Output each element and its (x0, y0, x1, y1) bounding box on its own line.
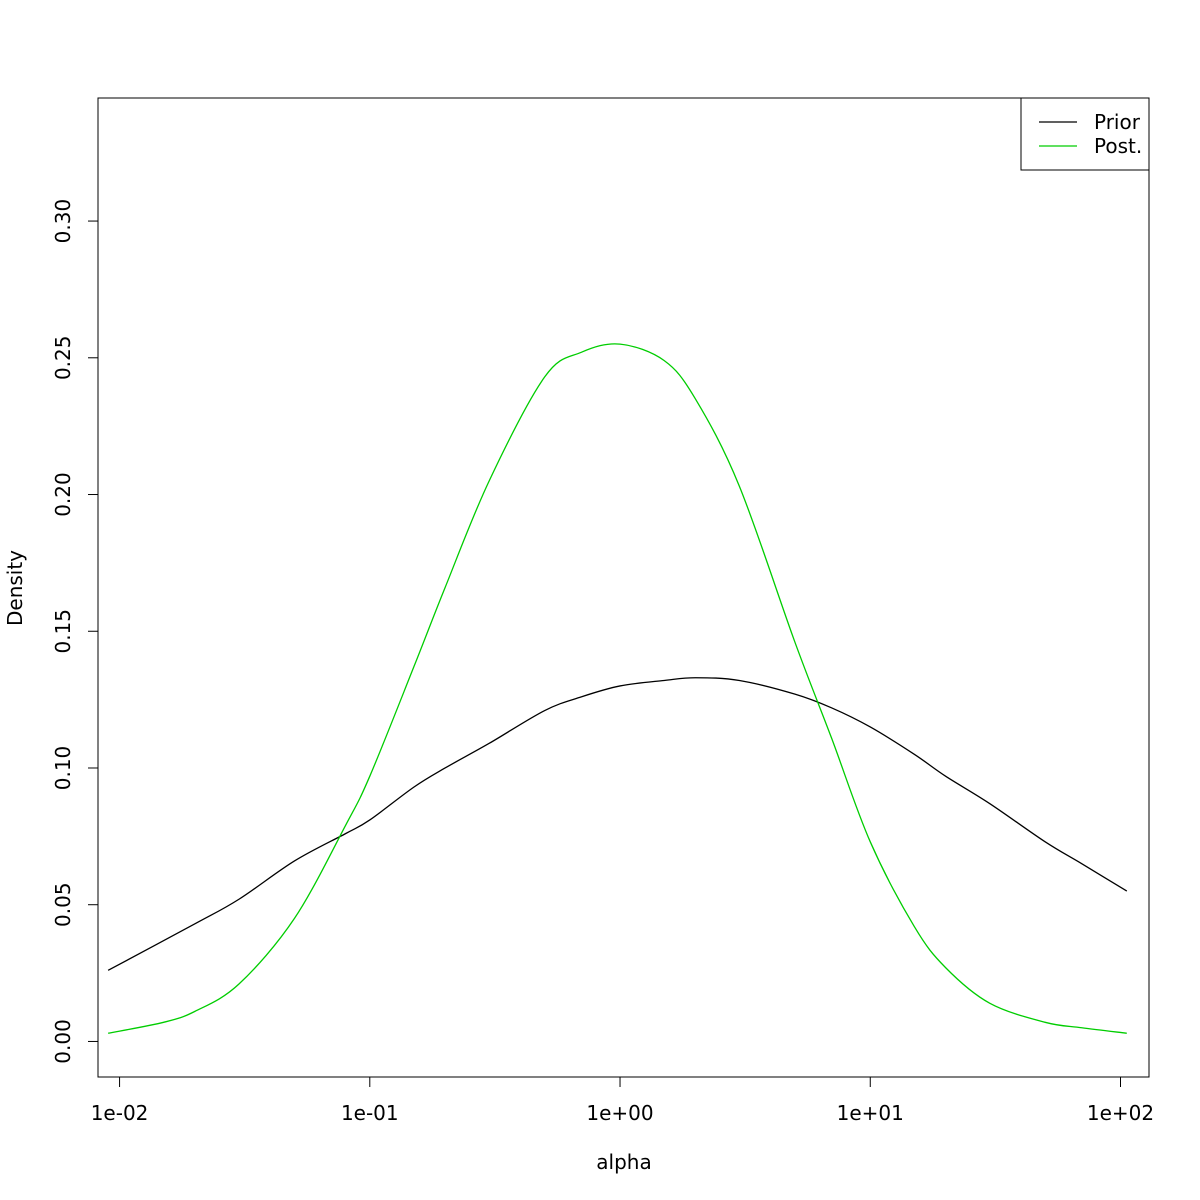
series-line-prior (107, 677, 1128, 971)
x-axis: 1e-02 1e-01 1e+00 1e+01 1e+02 (91, 1076, 1154, 1125)
y-axis: 0.00 0.05 0.10 0.15 0.20 0.25 0.30 (51, 199, 99, 1064)
x-tick-label: 1e+00 (586, 1101, 653, 1125)
legend-label-prior: Prior (1094, 110, 1141, 134)
x-tick-label: 1e+01 (837, 1101, 904, 1125)
legend: Prior Post. (1020, 97, 1150, 171)
y-tick-label: 0.25 (51, 336, 75, 381)
y-tick-label: 0.10 (51, 746, 75, 791)
series-layer (107, 343, 1128, 1034)
y-tick-label: 0.30 (51, 199, 75, 244)
y-axis-label: Density (3, 550, 27, 626)
legend-label-post: Post. (1094, 134, 1142, 158)
y-tick-label: 0.05 (51, 882, 75, 927)
x-tick-label: 1e+02 (1087, 1101, 1154, 1125)
y-tick-label: 0.20 (51, 472, 75, 517)
plot-frame (97, 97, 1150, 1078)
x-tick-label: 1e-02 (91, 1101, 149, 1125)
series-line-post (107, 343, 1127, 1034)
y-tick-label: 0.15 (51, 609, 75, 654)
x-tick-label: 1e-01 (341, 1101, 399, 1125)
x-axis-label: alpha (596, 1150, 651, 1174)
legend-box (1020, 97, 1150, 171)
y-tick-label: 0.00 (51, 1019, 75, 1064)
